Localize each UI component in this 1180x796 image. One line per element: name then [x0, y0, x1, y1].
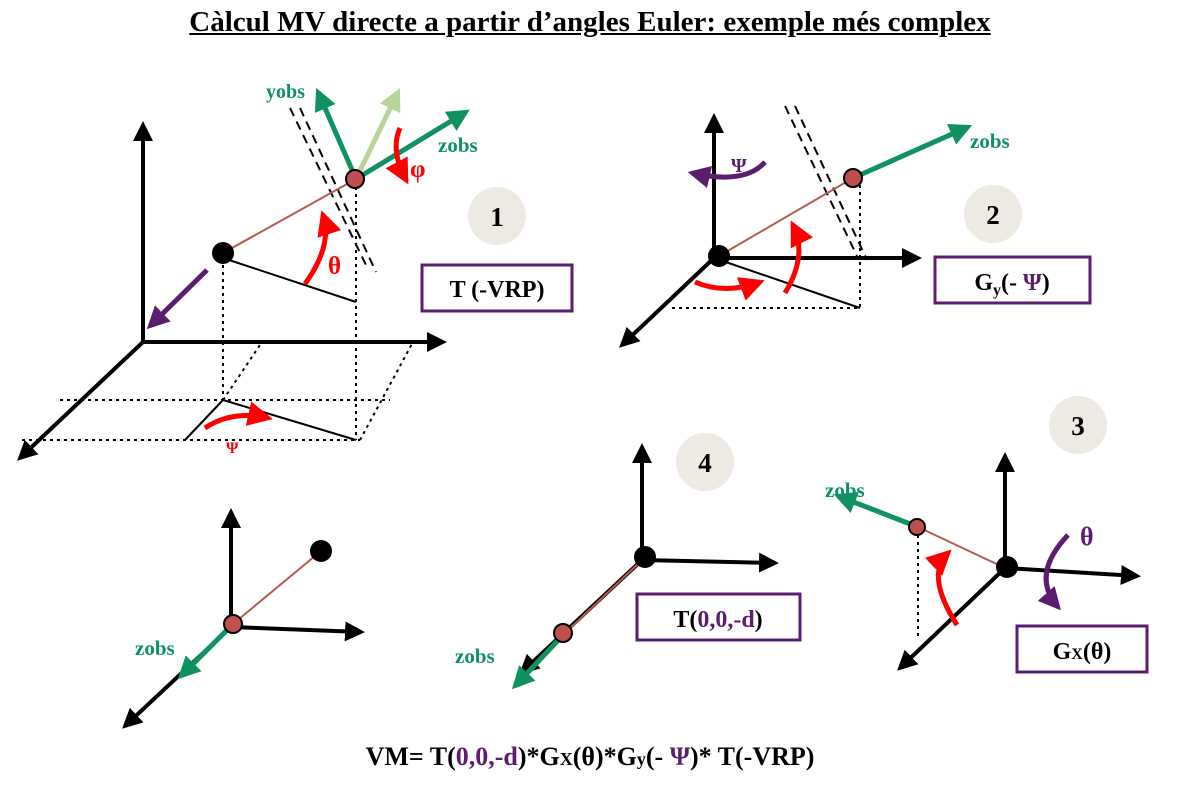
zobs-arrow: [511, 632, 566, 690]
step-3-number: 3: [1071, 411, 1085, 441]
projection-lines: [672, 178, 861, 309]
axis-x: [641, 552, 779, 573]
light-axis-arrow: [353, 87, 401, 181]
ground-line: [222, 257, 357, 303]
step-2-label: Gy(- Ψ): [974, 270, 1049, 299]
psi-arc: [694, 277, 765, 301]
zobs-arrow: [851, 124, 973, 181]
step-1-badge: [468, 187, 526, 245]
step-2-box: [933, 255, 1092, 305]
step-4-label: T(0,0,-d): [673, 607, 762, 633]
step-1-number: 1: [490, 202, 504, 232]
panel-1: yobs zobs φ θ Ψ 1 T (-VRP): [17, 81, 574, 461]
psi-label: Ψ: [226, 440, 239, 457]
theta-label: θ: [328, 253, 341, 280]
observer-point: [843, 168, 863, 188]
observer-point: [908, 518, 926, 536]
view-line: [718, 177, 854, 257]
origin-point: [634, 546, 656, 568]
panel-5: zobs: [122, 508, 365, 729]
psi-label: Ψ: [731, 155, 747, 177]
phi-label: φ: [410, 156, 426, 183]
zobs-label: zobs: [825, 478, 865, 502]
page-title: Càlcul MV directe a partir d’angles Eule…: [189, 6, 991, 38]
step-1-box: [420, 263, 574, 313]
axis-x: [230, 621, 365, 642]
zobs-label: zobs: [438, 133, 478, 157]
vrp-point: [212, 242, 234, 264]
panel-2: Ψ zobs 2 Gy(- Ψ): [619, 105, 1092, 348]
zobs-arrow: [354, 109, 470, 182]
ground-line: [713, 257, 861, 309]
panel-3: θ zobs 3 GX(θ): [825, 396, 1149, 674]
projection-solid: [184, 399, 224, 441]
origin-point: [708, 245, 730, 267]
observer-point: [223, 614, 243, 634]
theta-rotation-arrow: [1037, 533, 1070, 611]
step-2-badge: [964, 185, 1022, 243]
yobs-arrow: [314, 87, 359, 181]
zobs-label: zobs: [970, 129, 1010, 153]
axis-x: [1004, 565, 1141, 586]
step-3-box: [1015, 624, 1149, 674]
axis-z: [619, 256, 716, 348]
origin-point: [996, 556, 1018, 578]
view-line: [917, 526, 1006, 569]
observer-point: [345, 169, 365, 189]
phi-arc: [385, 126, 409, 185]
step-1-label: T (-VRP): [450, 277, 545, 303]
formula: VM= T(0,0,-d)*GX(θ)*Gy(- Ψ)* T(-VRP): [365, 742, 815, 771]
observer-point: [553, 623, 573, 643]
panel-4: zobs 4 T(0,0,-d): [455, 433, 802, 690]
view-line: [232, 550, 322, 625]
theta-label: θ: [1080, 522, 1094, 551]
guide-dashed-2: [794, 105, 868, 261]
step-4-number: 4: [698, 448, 712, 478]
view-line: [222, 178, 357, 254]
yobs-label: yobs: [266, 81, 305, 103]
zobs-arrow: [177, 622, 235, 680]
vrp-arrow: [146, 268, 209, 330]
projection-solid-2: [222, 399, 357, 441]
projection-lines: [22, 180, 414, 441]
zobs-label: zobs: [455, 644, 495, 668]
vrp-point: [310, 540, 332, 562]
step-3-badge: [1049, 396, 1107, 454]
view-line: [563, 559, 643, 635]
psi-arc: [203, 401, 273, 431]
theta-arc: [782, 220, 814, 295]
step-4-box: [635, 592, 802, 642]
step-4-badge: [676, 433, 734, 491]
zobs-label: zobs: [135, 636, 175, 660]
guide-dashed-1: [784, 105, 858, 257]
psi-rotation-arrow: [687, 160, 767, 188]
zobs-arrow: [833, 492, 919, 530]
theta-arc: [924, 549, 960, 627]
step-3-label: GX(θ): [1053, 639, 1112, 665]
step-2-number: 2: [986, 200, 1000, 230]
theta-arc: [302, 210, 342, 286]
